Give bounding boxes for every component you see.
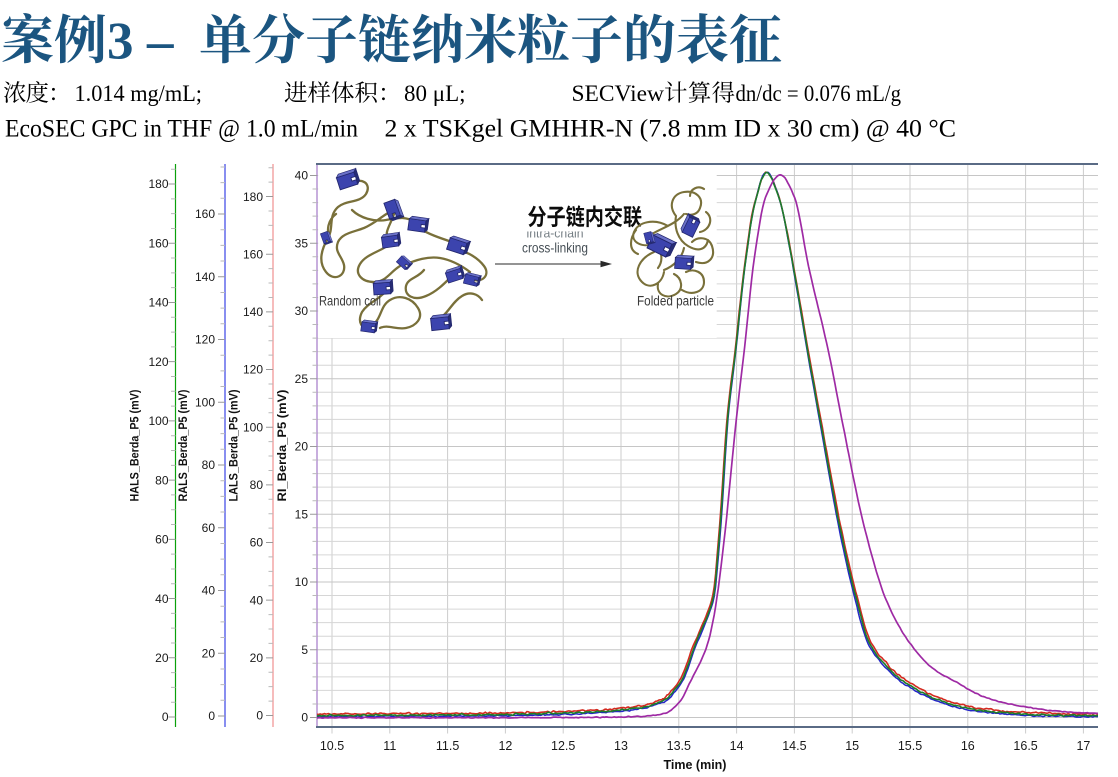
svg-text:0: 0 — [162, 710, 169, 724]
svg-text:160: 160 — [148, 236, 168, 250]
svg-text:1.014 mg/mL;: 1.014 mg/mL; — [75, 81, 203, 107]
svg-text:10.5: 10.5 — [320, 739, 344, 753]
svg-text:80: 80 — [202, 458, 216, 472]
svg-text:100: 100 — [195, 395, 215, 409]
svg-text:11: 11 — [383, 739, 396, 753]
svg-text:80: 80 — [155, 473, 169, 487]
svg-text:RALS_Berda_P5 (mV): RALS_Berda_P5 (mV) — [178, 389, 190, 501]
svg-text:EcoSEC GPC in THF @ 1.0 mL/min: EcoSEC GPC in THF @ 1.0 mL/min — [5, 116, 358, 143]
svg-text:17: 17 — [1076, 739, 1090, 753]
svg-text:cross-linking: cross-linking — [522, 241, 588, 256]
svg-text:35: 35 — [295, 236, 309, 250]
svg-text:Time (min): Time (min) — [664, 758, 727, 772]
svg-text:120: 120 — [195, 333, 215, 347]
svg-text:10: 10 — [295, 575, 309, 589]
svg-text:140: 140 — [195, 270, 215, 284]
svg-text:80: 80 — [250, 478, 264, 492]
svg-text:12: 12 — [498, 739, 512, 753]
svg-text:Random coil: Random coil — [319, 294, 381, 309]
svg-text:14.5: 14.5 — [782, 739, 806, 753]
svg-text:40: 40 — [202, 584, 216, 598]
svg-text:0: 0 — [208, 709, 215, 723]
svg-text:140: 140 — [148, 296, 168, 310]
svg-text:12.5: 12.5 — [551, 739, 575, 753]
svg-text:30: 30 — [295, 304, 309, 318]
svg-text:160: 160 — [243, 247, 263, 261]
svg-text:16.5: 16.5 — [1013, 739, 1037, 753]
svg-text:60: 60 — [202, 521, 216, 535]
svg-text:dn/dc = 0.076 mL/g: dn/dc = 0.076 mL/g — [736, 81, 902, 107]
svg-text:160: 160 — [195, 207, 215, 221]
svg-text:3: 3 — [107, 13, 134, 71]
svg-text:RI_Berda_P5 (mV): RI_Berda_P5 (mV) — [277, 389, 289, 501]
svg-text:15.5: 15.5 — [898, 739, 922, 753]
svg-text:120: 120 — [243, 363, 263, 377]
svg-text:80 μL;: 80 μL; — [404, 81, 466, 107]
svg-text:40: 40 — [295, 169, 309, 183]
svg-text:20: 20 — [155, 651, 169, 665]
svg-text:0: 0 — [301, 711, 308, 725]
svg-text:intra-chain: intra-chain — [527, 226, 584, 241]
svg-text:16: 16 — [961, 739, 975, 753]
svg-text:SECView: SECView — [572, 81, 665, 107]
svg-text:20: 20 — [295, 440, 309, 454]
svg-text:LALS_Berda_P5 (mV): LALS_Berda_P5 (mV) — [229, 389, 241, 501]
svg-text:–: – — [146, 13, 174, 71]
svg-text:15: 15 — [845, 739, 859, 753]
svg-text:120: 120 — [148, 355, 168, 369]
svg-text:20: 20 — [250, 651, 264, 665]
svg-text:15: 15 — [295, 508, 309, 522]
svg-text:180: 180 — [243, 190, 263, 204]
svg-text:14: 14 — [730, 739, 744, 753]
svg-text:100: 100 — [148, 414, 168, 428]
svg-text:13: 13 — [614, 739, 628, 753]
svg-text:0: 0 — [256, 709, 263, 723]
svg-text:40: 40 — [155, 592, 169, 606]
svg-text:60: 60 — [155, 533, 169, 547]
svg-text:140: 140 — [243, 305, 263, 319]
svg-text:100: 100 — [243, 420, 263, 434]
svg-text:HALS_Berda_P5 (mV): HALS_Berda_P5 (mV) — [130, 389, 142, 501]
svg-text:40: 40 — [250, 593, 264, 607]
svg-text:13.5: 13.5 — [667, 739, 691, 753]
svg-text:11.5: 11.5 — [436, 739, 459, 753]
svg-text:180: 180 — [148, 177, 168, 191]
svg-text:5: 5 — [301, 643, 308, 657]
svg-text:Folded particle: Folded particle — [637, 294, 714, 309]
svg-text:2 x TSKgel GMHHR-N (7.8 mm ID: 2 x TSKgel GMHHR-N (7.8 mm ID x 30 cm) @… — [385, 116, 957, 143]
svg-text:20: 20 — [202, 647, 216, 661]
svg-text:25: 25 — [295, 372, 309, 386]
svg-text:60: 60 — [250, 536, 264, 550]
